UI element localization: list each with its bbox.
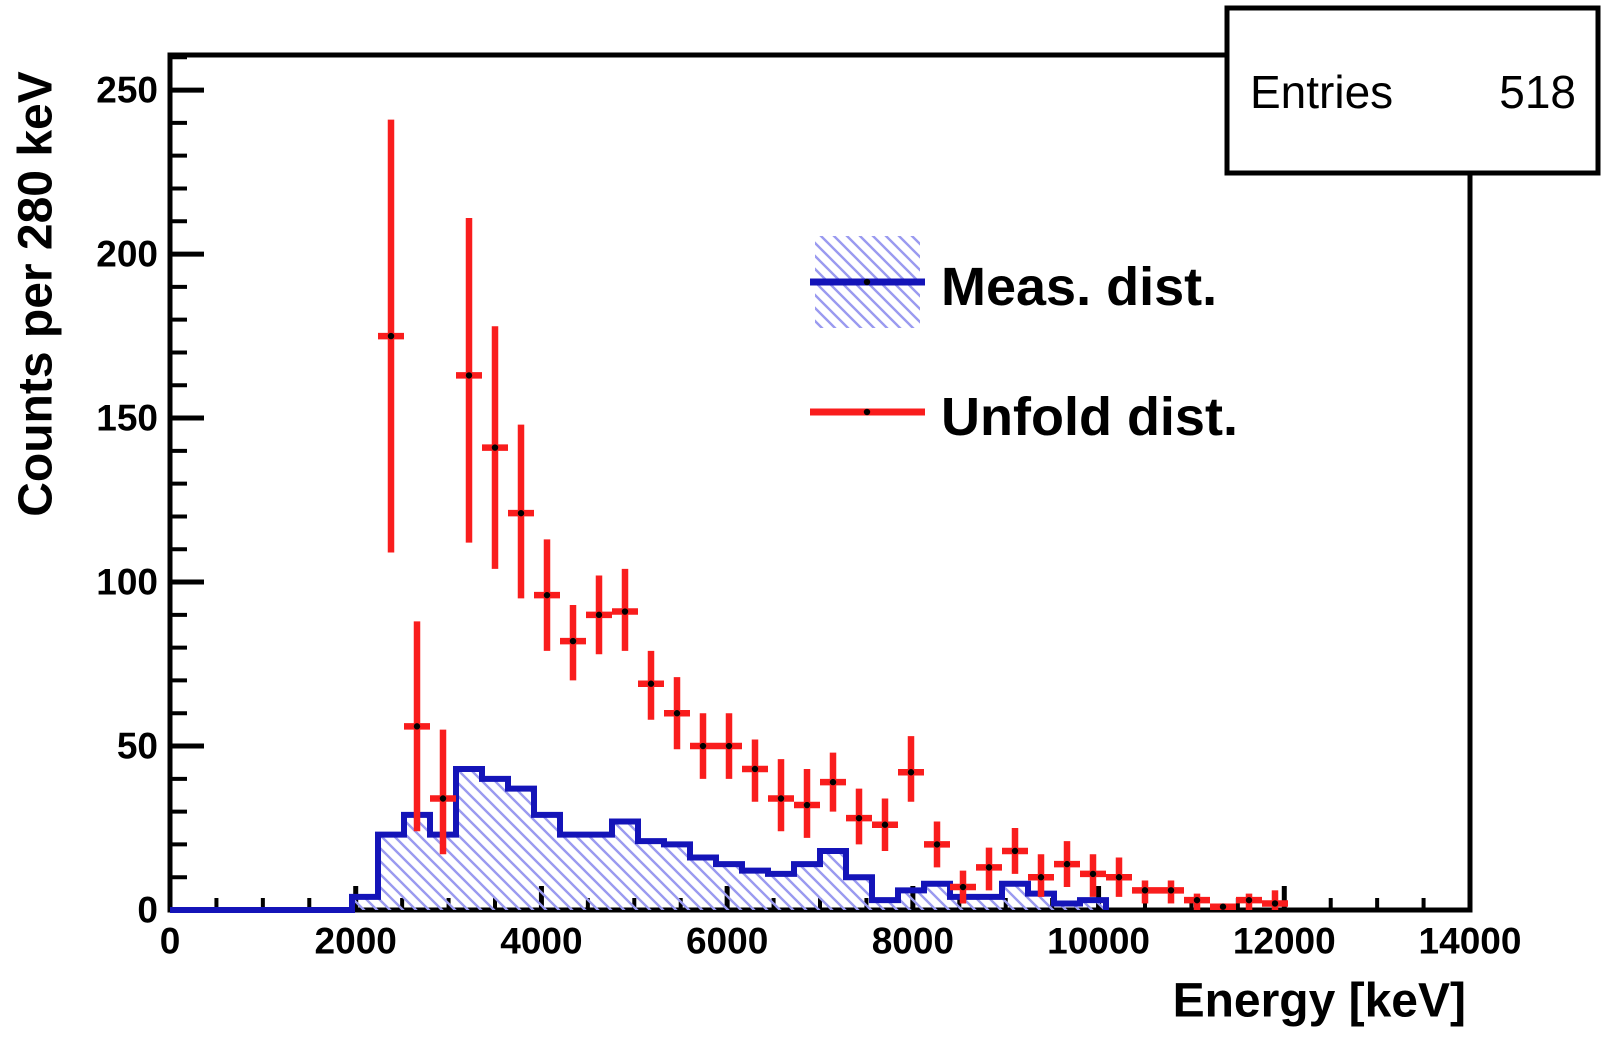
- y-tick-label: 100: [96, 562, 158, 603]
- unfold-marker-dot: [985, 864, 993, 871]
- unfold-marker-dot: [1193, 896, 1201, 904]
- unfold-marker-dot: [673, 710, 681, 717]
- unfold-marker-dot: [543, 591, 551, 599]
- x-tick-label: 8000: [872, 921, 954, 962]
- unfold-marker-dot: [1011, 847, 1019, 855]
- unfold-marker-dot: [465, 372, 473, 379]
- y-tick-label: 250: [96, 70, 158, 111]
- y-tick-label: 150: [96, 398, 158, 439]
- unfold-marker-dot: [907, 769, 915, 776]
- axis-ticks: 0 2000 4000 6000 8000 10000 12000 14000 0 50 100 15…: [96, 55, 1522, 962]
- unfold-marker-dot: [829, 778, 837, 786]
- unfold-marker-dot: [647, 680, 655, 687]
- unfold-marker-dot: [569, 637, 577, 645]
- legend: Meas. dist. Unfold dist.: [810, 236, 1238, 447]
- meas-hist-outline: [170, 765, 1109, 913]
- legend-meas-marker-dot: [863, 278, 871, 286]
- legend-label-unfold: Unfold dist.: [941, 387, 1238, 447]
- legend-label-meas: Meas. dist.: [941, 257, 1217, 317]
- unfold-marker-dot: [1115, 874, 1123, 881]
- unfold-marker-dot: [1167, 887, 1175, 894]
- y-tick-label: 50: [117, 726, 158, 767]
- unfold-marker-dot: [959, 883, 967, 891]
- measured-histogram: [170, 765, 1109, 913]
- unfold-marker-dot: [595, 611, 603, 619]
- unfold-marker-dot: [1219, 903, 1227, 910]
- unfold-marker-dot: [517, 509, 525, 517]
- unfold-marker-dot: [699, 742, 707, 750]
- x-tick-label: 6000: [686, 921, 768, 962]
- unfold-marker-dot: [439, 795, 447, 802]
- unfold-marker-dot: [1245, 896, 1253, 904]
- unfold-marker-dot: [1063, 860, 1071, 868]
- unfold-marker-dot: [751, 765, 759, 773]
- x-tick-label: 4000: [500, 921, 582, 962]
- x-tick-label: 12000: [1233, 921, 1336, 962]
- legend-unfold-marker-dot: [863, 408, 871, 416]
- unfold-marker-dot: [777, 795, 785, 802]
- unfold-marker-dot: [621, 608, 629, 615]
- unfold-marker-dot: [1141, 887, 1149, 894]
- unfold-marker-dot: [1037, 874, 1045, 881]
- unfold-marker-dot: [1271, 900, 1279, 907]
- stats-entries-value: 518: [1499, 66, 1576, 118]
- y-axis-title: Counts per 280 keV: [10, 71, 63, 517]
- unfold-marker-dot: [491, 444, 499, 451]
- y-tick-label: 200: [96, 234, 158, 275]
- stats-box: Entries 518: [1224, 5, 1601, 176]
- unfold-errorbars: [378, 119, 1288, 910]
- x-tick-label: 10000: [1047, 921, 1150, 962]
- unfold-marker-dot: [413, 723, 421, 730]
- unfold-marker-dot: [1089, 870, 1097, 878]
- stats-box-frame: [1224, 5, 1601, 176]
- unfold-marker-dot: [725, 742, 733, 750]
- x-tick-label: 0: [160, 921, 181, 962]
- stats-entries-label: Entries: [1250, 66, 1393, 118]
- unfold-marker-dot: [855, 814, 863, 822]
- x-tick-label: 14000: [1419, 921, 1522, 962]
- unfold-marker-dot: [803, 801, 811, 809]
- unfold-marker-dot: [881, 821, 889, 828]
- y-tick-label: 0: [137, 890, 158, 931]
- unfold-marker-dot: [387, 332, 395, 340]
- x-axis-title: Energy [keV]: [1173, 975, 1466, 1028]
- unfold-marker-dot: [933, 841, 941, 848]
- x-tick-label: 2000: [315, 921, 397, 962]
